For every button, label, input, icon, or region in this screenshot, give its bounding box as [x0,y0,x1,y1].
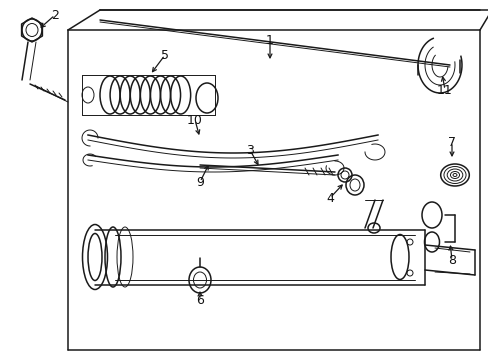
Text: 6: 6 [196,293,203,306]
Text: 3: 3 [245,144,253,157]
Text: 2: 2 [51,9,59,22]
Text: 7: 7 [447,135,455,149]
Text: 8: 8 [447,253,455,266]
Text: 1: 1 [265,33,273,46]
Ellipse shape [82,225,107,289]
Text: 5: 5 [161,49,169,62]
Text: 9: 9 [196,176,203,189]
Text: 10: 10 [187,113,203,126]
Text: 11: 11 [436,84,452,96]
Text: 4: 4 [325,192,333,204]
